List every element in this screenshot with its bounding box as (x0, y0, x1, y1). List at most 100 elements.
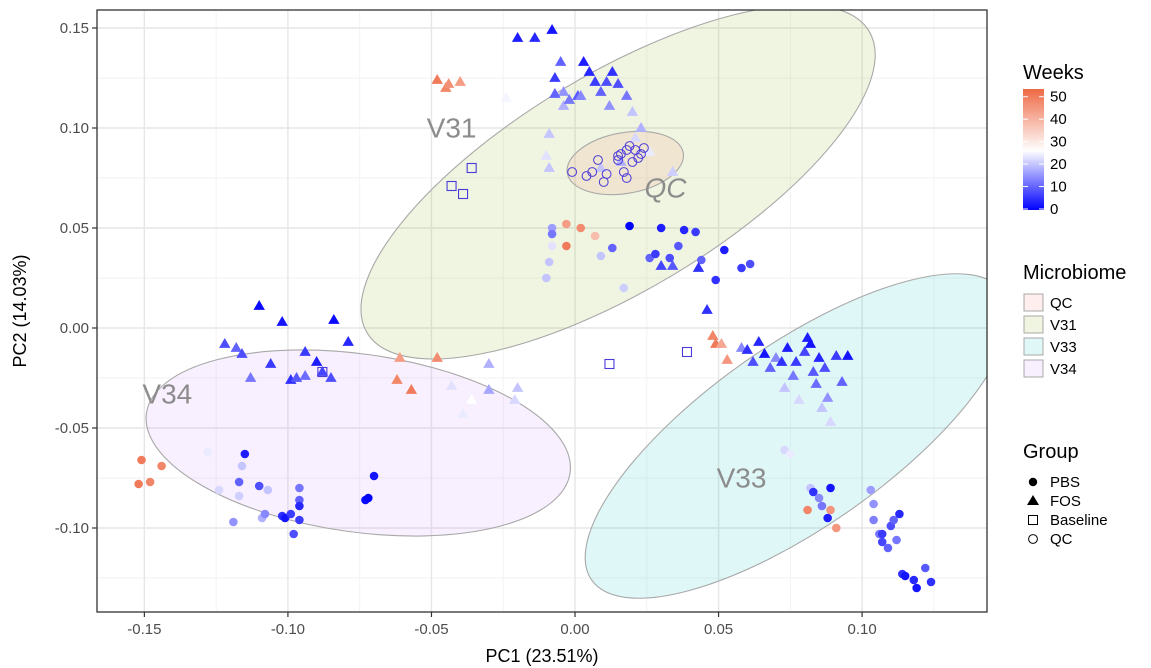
point-fos (707, 330, 719, 340)
point-fos (543, 162, 555, 172)
point-pbs (237, 461, 247, 471)
point-pbs (909, 575, 919, 585)
ellipse-qc (566, 130, 685, 196)
group-legend-key (1028, 534, 1038, 544)
point-fos (819, 362, 831, 372)
point-fos (264, 358, 277, 368)
point-pbs (286, 509, 296, 519)
point-fos (244, 372, 257, 382)
point-pbs (656, 223, 666, 233)
ellipse-labels: V31 V34 V33 QC (142, 112, 766, 493)
point-fos (442, 78, 455, 88)
point-fos (328, 314, 340, 324)
point-fos (276, 316, 288, 326)
x-tick-label: 0.05 (704, 621, 733, 638)
point-qc (613, 155, 623, 165)
weeks-legend: Weeks 0 10 20 30 40 50 (1023, 62, 1084, 218)
point-qc (567, 167, 578, 177)
point-fos (540, 150, 553, 160)
point-fos (511, 32, 524, 42)
point-pbs (711, 275, 720, 285)
point-fos (549, 72, 561, 82)
point-fos (316, 366, 329, 376)
point-pbs (926, 577, 936, 587)
ellipse-label-v31: V31 (427, 112, 477, 143)
point-fos (787, 370, 799, 380)
group-legend-key (1028, 515, 1038, 525)
point-fos (483, 358, 495, 368)
point-fos (394, 352, 406, 362)
point-fos (577, 56, 590, 66)
data-points (134, 24, 936, 593)
weeks-tick-label: 0 (1050, 201, 1058, 218)
point-fos (236, 348, 248, 358)
point-fos (842, 350, 854, 360)
point-fos (813, 352, 825, 362)
point-qc (636, 149, 646, 159)
point-baseline (466, 162, 477, 174)
point-fos (830, 350, 842, 360)
point-fos (483, 384, 495, 394)
group-legend-title: Group (1023, 441, 1079, 463)
point-pbs (737, 263, 746, 273)
point-fos (554, 56, 567, 66)
x-axis-title: PC1 (23.51%) (485, 646, 598, 666)
point-pbs (295, 483, 304, 493)
weeks-tick-label: 10 (1050, 179, 1067, 196)
point-pbs (134, 479, 143, 489)
point-pbs (831, 523, 841, 533)
point-pbs (240, 449, 250, 459)
point-qc (593, 155, 603, 165)
weeks-tick-label: 30 (1050, 134, 1067, 151)
point-pbs (619, 283, 629, 293)
point-pbs (254, 481, 264, 491)
point-qc (621, 173, 632, 183)
group-legend-label: PBS (1050, 474, 1080, 491)
y-axis-title: PC2 (14.03%) (10, 254, 30, 367)
group-legend-label: QC (1050, 531, 1073, 548)
point-pbs (214, 485, 224, 495)
point-fos (405, 384, 418, 394)
point-fos (457, 408, 469, 418)
point-pbs (877, 529, 887, 539)
weeks-tick-label: 50 (1050, 89, 1067, 106)
point-pbs (295, 515, 304, 525)
point-pbs (691, 227, 700, 237)
ellipse-v34 (145, 349, 571, 537)
weeks-colorbar (1023, 89, 1044, 210)
microbiome-legend-title: Microbiome (1023, 262, 1126, 284)
point-fos (824, 416, 837, 426)
point-fos (816, 402, 828, 412)
point-fos (509, 394, 521, 404)
x-tick-label: -0.10 (271, 621, 305, 638)
point-pbs (295, 501, 304, 511)
microbiome-legend-label: V31 (1050, 317, 1077, 334)
point-fos (511, 382, 524, 392)
point-fos (230, 342, 242, 352)
point-pbs (817, 501, 827, 511)
point-fos (253, 300, 265, 310)
point-pbs (234, 491, 244, 501)
point-fos (529, 32, 541, 42)
point-qc (601, 169, 612, 179)
point-fos (666, 166, 679, 176)
point-pbs (892, 535, 901, 545)
point-pbs (877, 537, 887, 547)
plot-panel (97, 10, 987, 612)
group-legend: Group PBS FOS Baseline QC (1023, 441, 1108, 548)
point-fos (589, 76, 601, 86)
group-legend-label: Baseline (1050, 512, 1108, 529)
point-qc (587, 167, 598, 177)
point-fos (549, 88, 561, 98)
point-fos (810, 378, 822, 388)
point-pbs (869, 499, 878, 509)
point-fos (758, 348, 771, 358)
point-fos (770, 352, 782, 362)
point-fos (595, 86, 607, 96)
microbiome-legend-key (1023, 337, 1044, 356)
point-pbs (369, 471, 379, 481)
point-fos (701, 304, 713, 314)
ellipse-label-v33: V33 (717, 462, 767, 493)
x-tick-label: 0.00 (560, 621, 589, 638)
